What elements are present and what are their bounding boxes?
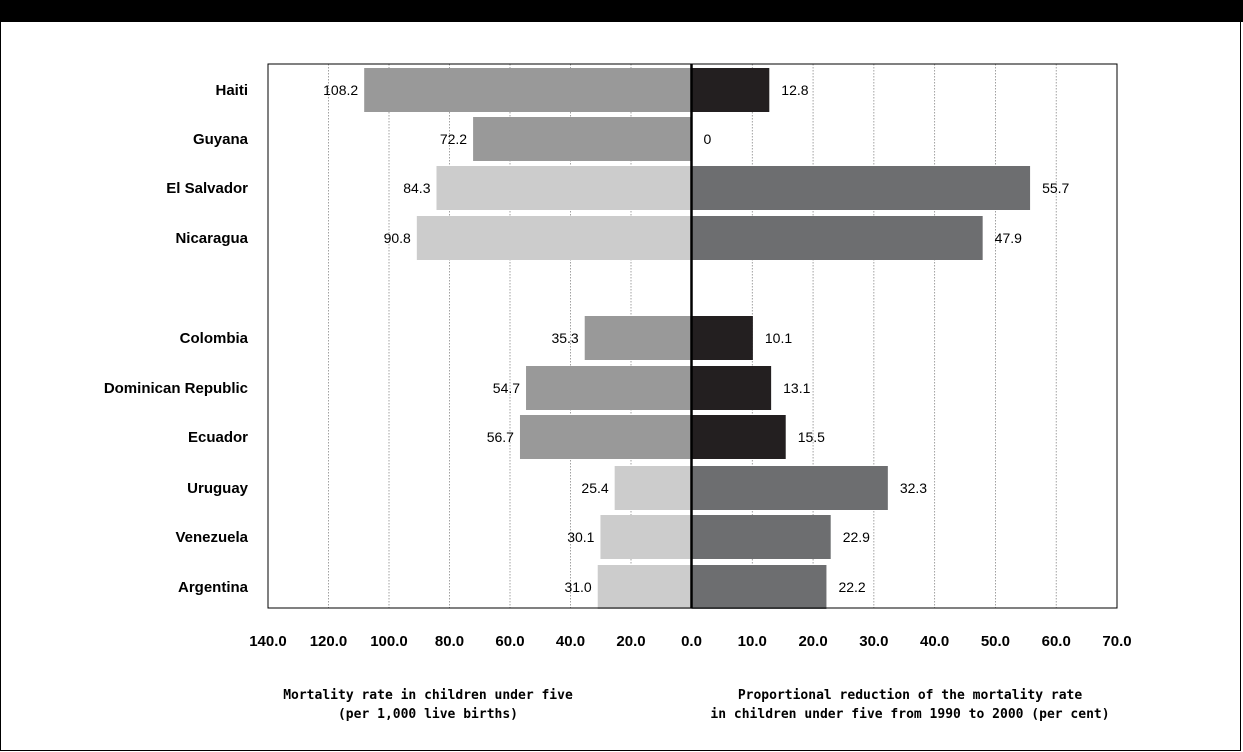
category-label: Ecuador [188, 429, 248, 446]
reduction-value-label: 47.9 [995, 230, 1022, 246]
top-band [0, 0, 1243, 22]
reduction-bar [691, 415, 786, 459]
right-axis-tick-label: 30.0 [859, 633, 888, 650]
category-label: Haiti [215, 82, 248, 99]
mortality-value-label: 31.0 [564, 579, 591, 595]
mortality-bar [614, 466, 692, 510]
reduction-bar [691, 68, 770, 112]
left-axis-caption: Mortality rate in children under five (p… [258, 686, 598, 724]
reduction-value-label: 13.1 [783, 380, 810, 396]
reduction-value-label: 10.1 [765, 330, 792, 346]
reduction-bar [691, 166, 1031, 210]
left-axis-tick-label: 40.0 [556, 633, 585, 650]
bars [364, 68, 1031, 609]
mortality-value-label: 84.3 [403, 180, 430, 196]
category-label: Dominican Republic [104, 380, 248, 397]
reduction-value-label: 15.5 [798, 429, 825, 445]
category-labels: Haiti Guyana El Salvador Nicaragua Colombia D… [104, 82, 249, 596]
mortality-value-label: 25.4 [581, 480, 608, 496]
tick-labels: 140.0 120.0 100.0 80.0 60.0 40.0 20.0 0.0 10.0 20… [249, 633, 1131, 650]
reduction-value-label: 55.7 [1042, 180, 1069, 196]
mortality-bar [473, 117, 692, 161]
right-axis-tick-label: 40.0 [920, 633, 949, 650]
reduction-bar [691, 565, 827, 609]
left-axis-tick-label: 60.0 [495, 633, 524, 650]
category-label: Uruguay [187, 480, 249, 497]
category-label: Nicaragua [175, 230, 248, 247]
left-axis-tick-label: 100.0 [370, 633, 408, 650]
data-labels: 108.2 12.8 72.2 0 84.3 55.7 90.8 47.9 35.3 10.1 54… [323, 82, 1069, 595]
right-axis-caption-line-2: in children under five from 1990 to 2000… [710, 707, 1110, 722]
category-label: Venezuela [175, 529, 248, 546]
mortality-bar [519, 415, 692, 459]
category-label: Guyana [193, 131, 249, 148]
reduction-bar [691, 466, 888, 510]
left-axis-tick-label: 140.0 [249, 633, 287, 650]
mortality-bar [526, 366, 692, 410]
left-axis-caption-line-1: Mortality rate in children under five [283, 688, 573, 703]
reduction-value-label: 12.8 [781, 82, 808, 98]
right-axis-tick-label: 20.0 [798, 633, 827, 650]
reduction-bar [691, 316, 753, 360]
reduction-value-label: 32.3 [900, 480, 927, 496]
right-axis-tick-label: 70.0 [1102, 633, 1131, 650]
mortality-bar [584, 316, 692, 360]
reduction-bar [691, 515, 831, 559]
mortality-value-label: 35.3 [551, 330, 578, 346]
mortality-value-label: 56.7 [487, 429, 514, 445]
reduction-value-label: 0 [704, 131, 712, 147]
mortality-bar [597, 565, 692, 609]
right-axis-tick-label: 50.0 [981, 633, 1010, 650]
mortality-bar [436, 166, 692, 210]
mortality-value-label: 30.1 [567, 529, 594, 545]
mortality-value-label: 90.8 [384, 230, 411, 246]
figure-frame [0, 22, 1241, 751]
reduction-bar [691, 366, 772, 410]
reduction-bar [691, 216, 983, 260]
category-label: Colombia [180, 330, 249, 347]
right-axis-tick-label: 60.0 [1042, 633, 1071, 650]
left-axis-caption-line-2: (per 1,000 live births) [337, 707, 518, 722]
mortality-value-label: 108.2 [323, 82, 358, 98]
reduction-value-label: 22.9 [843, 529, 870, 545]
left-axis-tick-label: 80.0 [435, 633, 464, 650]
right-axis-tick-label: 10.0 [738, 633, 767, 650]
right-axis-caption-line-1: Proportional reduction of the mortality … [737, 688, 1083, 703]
left-axis-tick-label: 120.0 [310, 633, 348, 650]
mortality-value-label: 72.2 [440, 131, 467, 147]
left-axis-tick-label: 20.0 [616, 633, 645, 650]
mortality-bar [600, 515, 692, 559]
mortality-value-label: 54.7 [493, 380, 520, 396]
category-label: El Salvador [166, 180, 248, 197]
mortality-bar [364, 68, 692, 112]
left-axis-tick-label: 0.0 [681, 633, 702, 650]
right-axis-caption: Proportional reduction of the mortality … [660, 686, 1160, 724]
category-label: Argentina [178, 579, 249, 596]
reduction-value-label: 22.2 [838, 579, 865, 595]
mortality-bar [416, 216, 692, 260]
